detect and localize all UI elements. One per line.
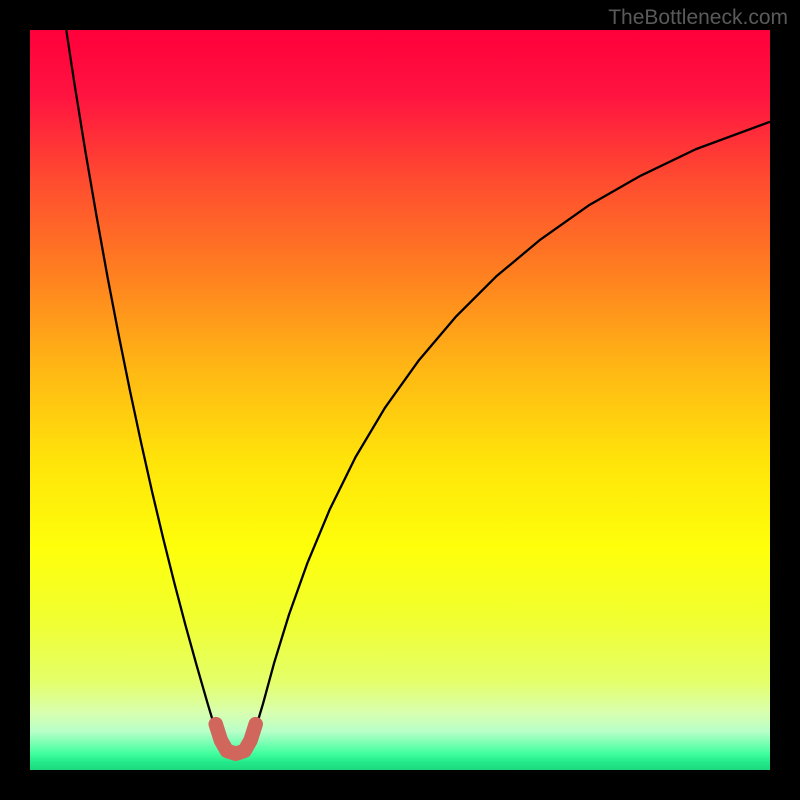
main-curve <box>66 30 770 743</box>
chart-container: TheBottleneck.com <box>0 0 800 800</box>
watermark-text: TheBottleneck.com <box>608 6 788 30</box>
plot-area <box>30 30 770 770</box>
highlight-marker <box>216 724 256 754</box>
chart-svg <box>30 30 770 770</box>
